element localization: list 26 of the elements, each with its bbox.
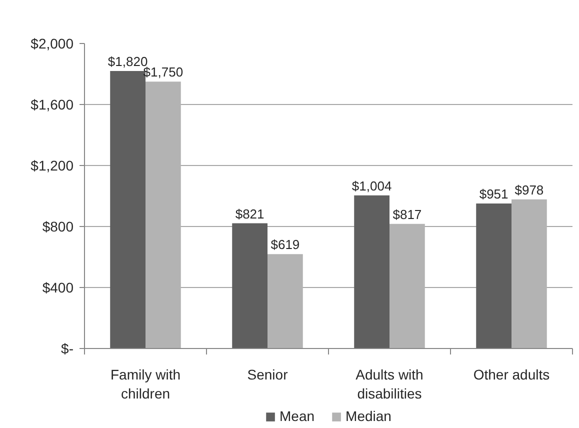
x-tick-label: Senior (247, 366, 288, 382)
bar (110, 70, 146, 348)
y-tick-label: $800 (42, 218, 74, 234)
data-label: $951 (479, 186, 508, 202)
y-tick-label: $- (61, 340, 74, 356)
bar (146, 82, 181, 348)
data-label: $619 (270, 237, 300, 252)
bar (232, 223, 268, 348)
data-label: $817 (392, 206, 422, 222)
y-tick-label: $400 (42, 280, 74, 296)
bar (512, 199, 547, 348)
x-tick-label: Adults with disabilities (356, 366, 424, 402)
y-tick-label: $1,600 (30, 96, 74, 112)
bar (390, 224, 425, 348)
y-tick-label: $1,200 (30, 158, 74, 174)
data-label: $821 (235, 206, 264, 222)
legend-label: Mean (280, 408, 315, 424)
bar (354, 195, 390, 348)
x-tick-label: Family with children (110, 366, 181, 402)
legend-label: Median (346, 408, 392, 424)
y-tick-label: $2,000 (30, 36, 74, 52)
bar (268, 254, 303, 348)
x-tick-label: Other adults (473, 366, 550, 382)
data-label: $1,004 (352, 178, 392, 194)
data-label: $978 (514, 182, 544, 198)
bar (476, 203, 512, 348)
